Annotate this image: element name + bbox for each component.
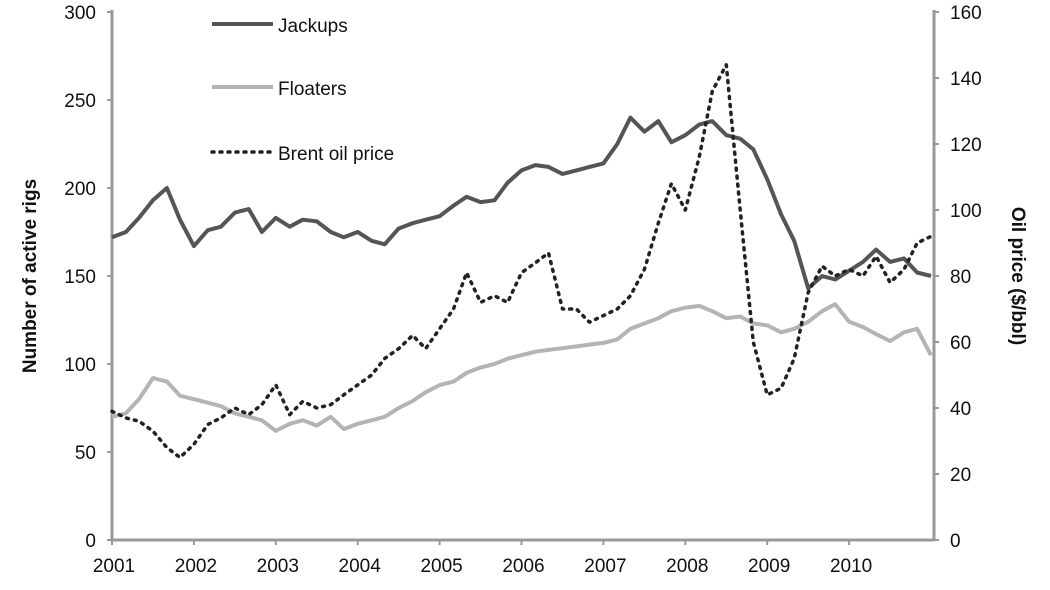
right-tick-label: 160	[950, 3, 982, 24]
right-tick-label: 40	[950, 399, 971, 420]
series-floaters	[111, 302, 933, 433]
left-tick-label: 150	[64, 267, 96, 288]
right-axis: 0 20 40 60 80 100 120 140 160	[932, 3, 982, 552]
right-tick-label: 120	[950, 135, 982, 156]
left-tick-label: 100	[64, 355, 96, 376]
left-axis-title: Number of active rigs	[20, 179, 41, 373]
right-tick-label: 60	[950, 333, 971, 354]
left-tick-label: 250	[64, 91, 96, 112]
right-tick-label: 0	[950, 531, 961, 552]
legend-label-jackups: Jackups	[278, 16, 348, 37]
right-axis-title: Oil price ($/bbl)	[1007, 207, 1028, 345]
series-layer	[110, 63, 933, 460]
series-jackups	[111, 115, 932, 291]
x-tick-label: 2006	[502, 556, 544, 577]
left-tick-label: 200	[64, 179, 96, 200]
x-tick-label: 2008	[666, 556, 708, 577]
x-tick-label: 2003	[257, 556, 299, 577]
series-brent-oil-price	[110, 63, 933, 460]
x-tick-label: 2009	[748, 556, 790, 577]
legend-item-brent: Brent oil price	[210, 144, 394, 165]
left-axis: 0 50 100 150 200 250 300	[64, 3, 114, 552]
left-tick-label: 300	[64, 3, 96, 24]
x-axis: 2001 2002 2003 2004 2005 2006 2007 2008 2009 2010	[93, 538, 934, 577]
legend-label-brent: Brent oil price	[278, 144, 394, 165]
x-axis-ticks: 2001 2002 2003 2004 2005 2006 2007 2008 2009 2010	[93, 540, 872, 577]
x-tick-label: 2004	[339, 556, 382, 577]
x-tick-label: 2010	[830, 556, 872, 577]
legend-label-floaters: Floaters	[278, 79, 347, 100]
left-tick-label: 0	[85, 531, 96, 552]
x-tick-label: 2007	[584, 556, 626, 577]
legend: Jackups Floaters Brent oil price	[210, 16, 394, 165]
left-tick-label: 50	[75, 443, 96, 464]
right-tick-label: 140	[950, 69, 982, 90]
x-tick-label: 2001	[93, 556, 135, 577]
left-axis-ticks: 0 50 100 150 200 250 300	[64, 3, 112, 552]
x-tick-label: 2005	[420, 556, 462, 577]
right-tick-label: 100	[950, 201, 982, 222]
right-tick-label: 20	[950, 465, 971, 486]
legend-item-floaters: Floaters	[212, 79, 347, 100]
legend-item-jackups: Jackups	[212, 16, 348, 37]
x-tick-label: 2002	[175, 556, 217, 577]
right-axis-ticks: 0 20 40 60 80 100 120 140 160	[934, 3, 982, 552]
right-tick-label: 80	[950, 267, 971, 288]
